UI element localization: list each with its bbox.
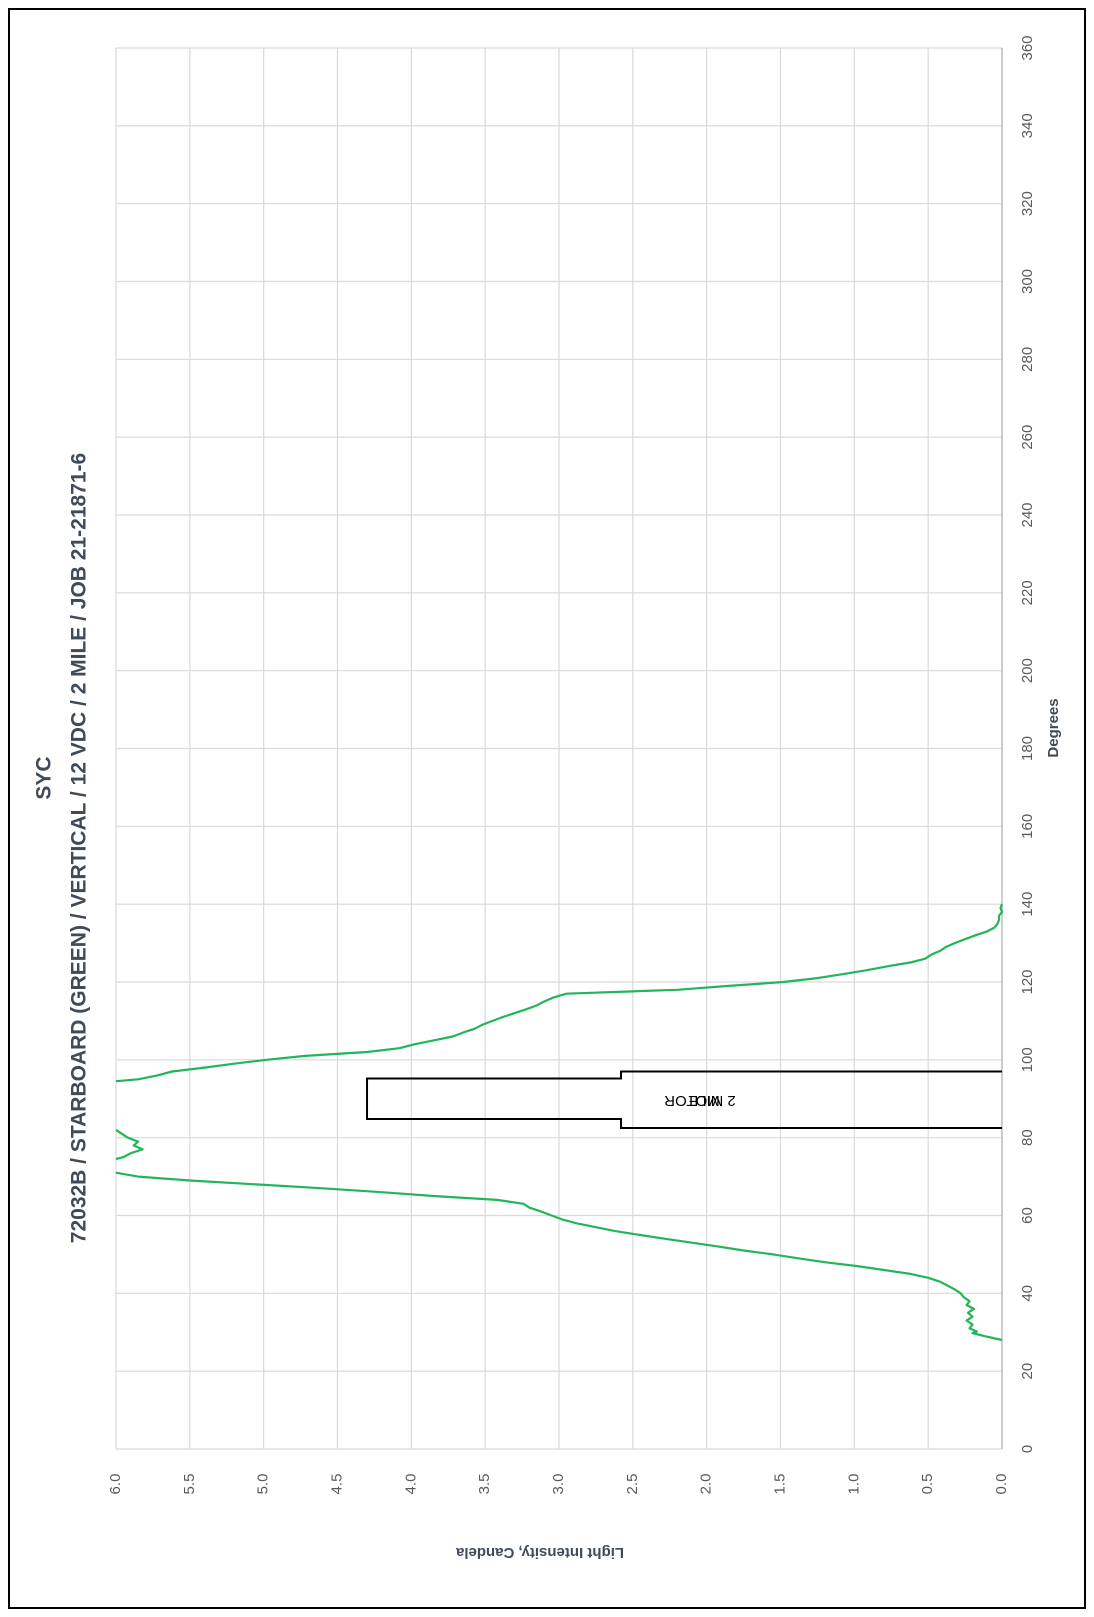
y-tick-label: 0.0 [993, 1474, 1010, 1495]
x-tick-label: 180 [1019, 736, 1036, 761]
x-tick-label: 200 [1019, 658, 1036, 683]
chart-title: SYC [33, 756, 56, 799]
annotation-line-2: MOTOR [664, 1092, 720, 1109]
x-tick-label: 320 [1019, 191, 1036, 216]
y-tick-label: 3.0 [550, 1474, 567, 1495]
y-tick-label: 1.0 [845, 1474, 862, 1495]
x-tick-label: 220 [1019, 580, 1036, 605]
x-tick-label: 120 [1019, 969, 1036, 994]
x-tick-label: 20 [1019, 1363, 1036, 1380]
x-tick-label: 280 [1019, 347, 1036, 372]
series-line [115, 1128, 144, 1161]
chart-subtitle: 72032B / STARBOARD (GREEN) / VERTICAL / … [68, 453, 91, 1243]
x-tick-label: 140 [1019, 892, 1036, 917]
y-tick-label: 4.0 [402, 1474, 419, 1495]
y-tick-label: 3.5 [476, 1474, 493, 1495]
y-tick-label: 6.0 [107, 1474, 124, 1495]
y-tick-label: 2.0 [698, 1474, 715, 1495]
x-tick-label: 160 [1019, 814, 1036, 839]
x-tick-label: 360 [1019, 35, 1036, 60]
y-tick-label: 0.5 [919, 1474, 936, 1495]
x-tick-label: 100 [1019, 1047, 1036, 1072]
x-tick-label: 40 [1019, 1285, 1036, 1302]
series-group [115, 903, 1004, 1342]
series-line [115, 1171, 1003, 1342]
annotation-group: 2 MILE MOTOR [366, 1070, 1002, 1129]
y-tick-label: 1.5 [771, 1474, 788, 1495]
y-tick-label: 5.0 [255, 1474, 272, 1495]
y-tick-label: 4.5 [328, 1474, 345, 1495]
x-tick-label: 260 [1019, 425, 1036, 450]
x-tick-label: 340 [1019, 113, 1036, 138]
x-tick-labels: 0 20 40 60 80 100 120 140 160 180 200 220 240 260 280 3… [1019, 35, 1036, 1453]
grid-lines [115, 47, 1003, 1450]
x-tick-label: 300 [1019, 269, 1036, 294]
y-tick-label: 5.5 [181, 1474, 198, 1495]
y-tick-label: 2.5 [624, 1474, 641, 1495]
x-tick-label: 0 [1019, 1445, 1036, 1453]
annotation-box [366, 1070, 1002, 1129]
x-axis-label: Degrees [1045, 698, 1062, 757]
x-tick-label: 240 [1019, 502, 1036, 527]
series-line [115, 903, 1004, 1083]
x-tick-label: 60 [1019, 1207, 1036, 1224]
y-tick-labels: 0.0 0.5 1.0 1.5 2.0 2.5 3.0 3.5 4.0 4.5 5.0 5.5 6.0 [107, 1474, 1010, 1495]
annotation-line-1: 2 MILE [688, 1092, 736, 1109]
chart-frame [8, 8, 1086, 1609]
x-tick-label: 80 [1019, 1129, 1036, 1146]
y-axis-label: Light Intensity, Candela [455, 1544, 624, 1561]
